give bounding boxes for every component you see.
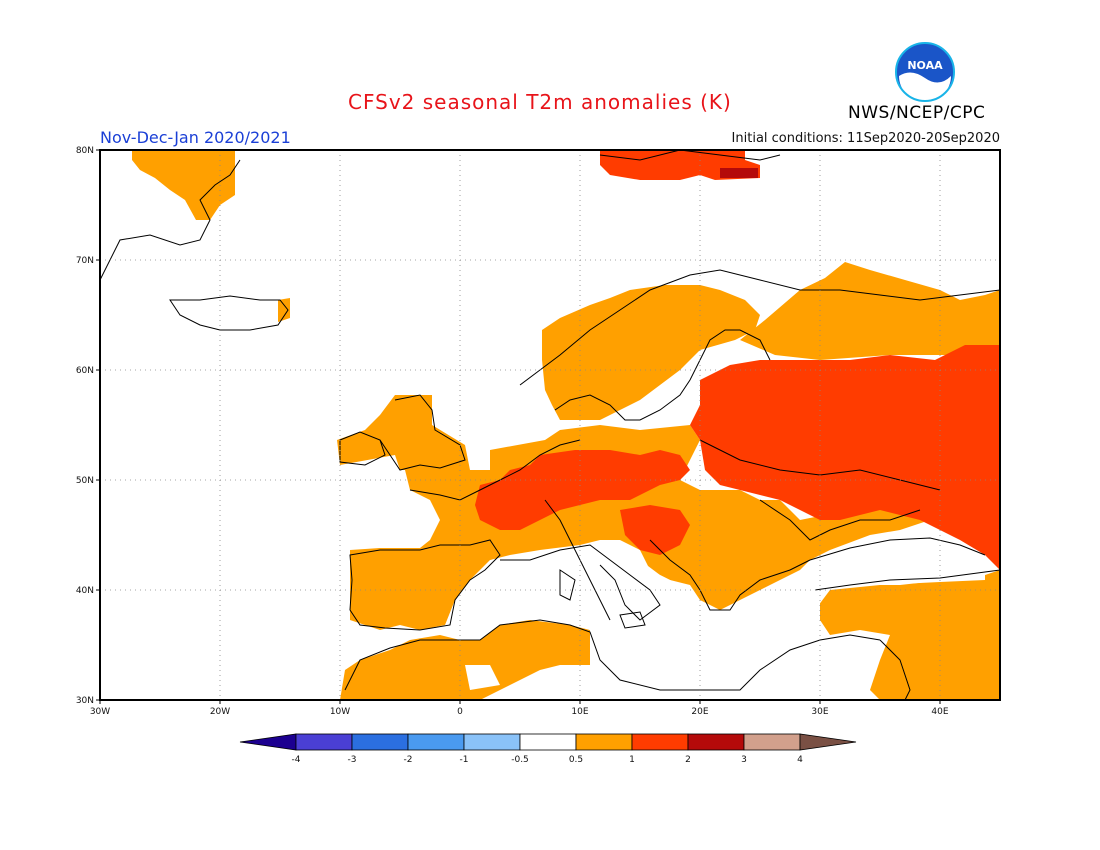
scandinavia-anomaly: [542, 285, 760, 420]
colorbar-segment: [687, 733, 745, 751]
colorbar-label: 1: [629, 755, 635, 765]
colorbar-label: -3: [348, 755, 357, 765]
lat-tick-label: 60N: [76, 366, 94, 376]
noaa-logo-icon: NOAA: [895, 42, 955, 102]
lon-tick-label: 20E: [691, 707, 708, 717]
lon-tick-label: 30E: [811, 707, 828, 717]
pannonian-anomaly: [620, 505, 690, 555]
svalbard-hotspot: [720, 168, 758, 178]
colorbar-segment: [631, 733, 689, 751]
lon-tick-labels: 30W 20W 10W 0 10E 20E 30E 40E: [90, 700, 949, 717]
svg-text:NOAA: NOAA: [907, 59, 943, 72]
period-label: Nov-Dec-Jan 2020/2021: [100, 128, 291, 147]
lat-tick-labels: 80N 70N 60N 50N 40N 30N: [76, 146, 100, 706]
anomaly-red-layer: [475, 150, 1000, 570]
colorbar-segment: [519, 733, 577, 751]
graticule: [100, 150, 1000, 700]
finland-russia-north: [740, 262, 1000, 360]
lon-tick-label: 40E: [931, 707, 948, 717]
lat-tick-label: 40N: [76, 586, 94, 596]
british-isles-anomaly: [337, 395, 470, 470]
lat-tick-label: 70N: [76, 256, 94, 266]
colorbar-segment: [295, 733, 353, 751]
lon-tick-label: 30W: [90, 707, 110, 717]
colorbar-segment: [351, 733, 409, 751]
lat-tick-label: 30N: [76, 696, 94, 706]
iceland-anomaly: [278, 298, 290, 322]
colorbar-segment: [407, 733, 465, 751]
anomaly-darkred-layer: [720, 168, 758, 178]
greenland-anomaly: [132, 150, 235, 220]
colorbar-label: -4: [292, 755, 301, 765]
colorbar-label: 2: [685, 755, 691, 765]
lon-tick-label: 20W: [210, 707, 230, 717]
colorbar-high-arrow: [799, 733, 857, 751]
colorbar-low-arrow: [239, 733, 297, 751]
agency-label: NWS/NCEP/CPC: [848, 103, 986, 123]
colorbar-segment: [463, 733, 521, 751]
initial-conditions-label: Initial conditions: 11Sep2020-20Sep2020: [731, 131, 1000, 146]
colorbar-label: 4: [797, 755, 803, 765]
colorbar-segment: [743, 733, 801, 751]
lat-tick-label: 80N: [76, 146, 94, 156]
colorbar-label: -1: [460, 755, 469, 765]
chart-title: CFSv2 seasonal T2m anomalies (K): [348, 90, 732, 114]
colorbar-label: 3: [741, 755, 747, 765]
western-russia-anomaly: [690, 345, 1000, 570]
colorbar-label: 0.5: [569, 755, 583, 765]
lon-tick-label: 0: [457, 707, 463, 717]
north-africa-west-anomaly: [340, 620, 590, 700]
colorbar-segment: [575, 733, 633, 751]
north-africa-east-anomaly: [890, 625, 1000, 700]
colorbar: -4 -3 -2 -1 -0.5 0.5 1 2 3 4: [239, 733, 857, 765]
central-europe-anomaly: [475, 450, 690, 530]
lat-tick-label: 50N: [76, 476, 94, 486]
map-frame: [99, 149, 1001, 701]
lon-tick-label: 10W: [330, 707, 350, 717]
colorbar-label: -2: [404, 755, 413, 765]
iberia-anomaly: [350, 548, 495, 630]
colorbar-label: -0.5: [511, 755, 529, 765]
lon-tick-label: 10E: [571, 707, 588, 717]
